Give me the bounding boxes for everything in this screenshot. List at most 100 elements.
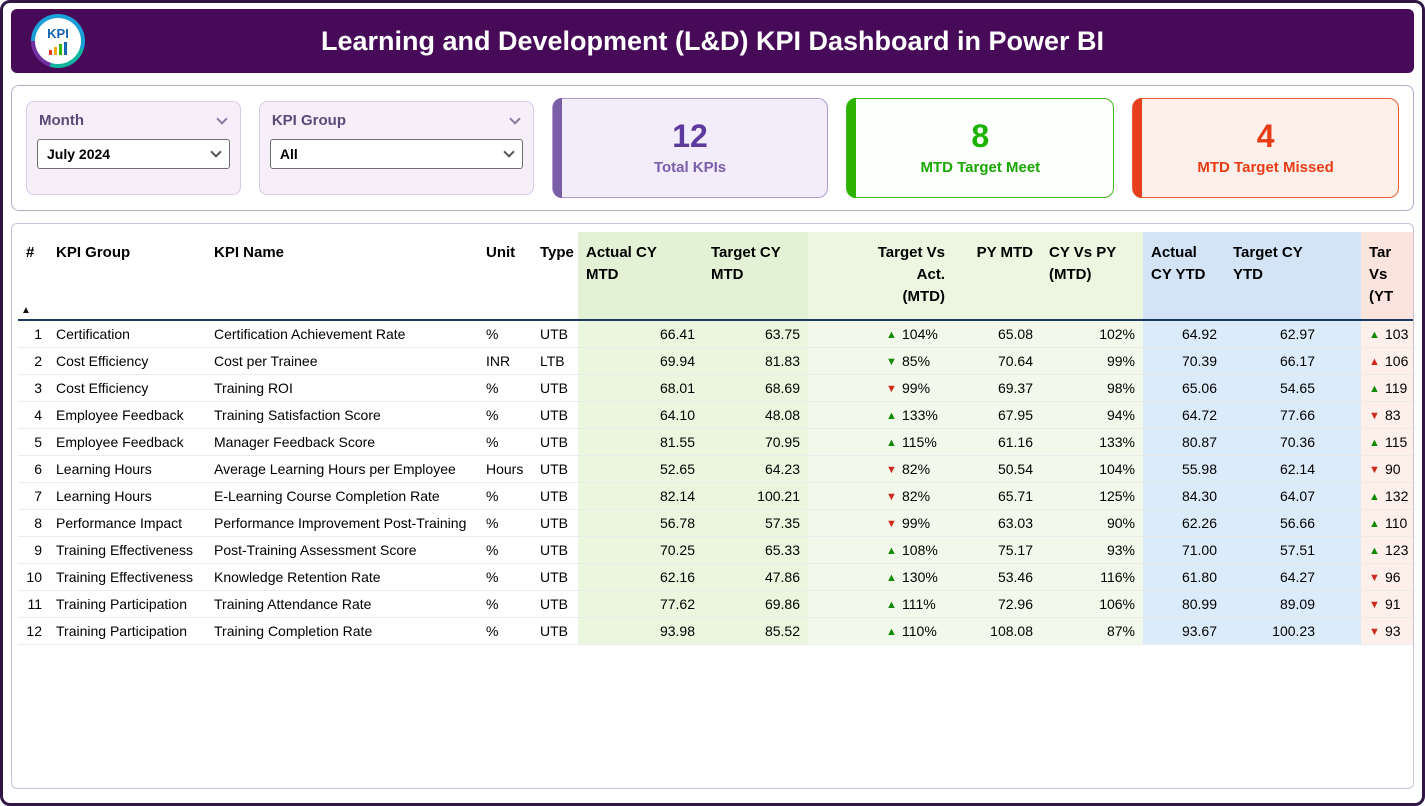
triangle-up-icon: ▲ bbox=[886, 436, 897, 449]
table-row[interactable]: 9 Training Effectiveness Post-Training Ass… bbox=[18, 536, 1413, 564]
cell-target_vs_act_mtd: ▼ 82% bbox=[808, 455, 953, 483]
indicator-value: 110 bbox=[1385, 514, 1408, 531]
cell-target_cy_ytd: 62.97 bbox=[1225, 320, 1361, 348]
cell-unit: % bbox=[478, 509, 532, 537]
cell-cy_vs_py_mtd: 90% bbox=[1041, 509, 1143, 537]
table-row[interactable]: 5 Employee Feedback Manager Feedback Score… bbox=[18, 428, 1413, 456]
kpi-data-table: # ▲ KPI Group KPI Name Unit Type Actual CY MTD… bbox=[18, 232, 1413, 645]
month-slicer-label: Month bbox=[39, 112, 84, 129]
total-kpis-card[interactable]: 12 Total KPIs bbox=[551, 98, 829, 198]
column-header-group[interactable]: KPI Group bbox=[48, 232, 206, 320]
cell-cy_vs_py_mtd: 125% bbox=[1041, 482, 1143, 510]
cell-target_vs_act_ytd: ▲ 106 bbox=[1361, 347, 1413, 375]
triangle-down-icon: ▼ bbox=[886, 490, 897, 503]
table-row[interactable]: 3 Cost Efficiency Training ROI% UTB 68.01 68.… bbox=[18, 374, 1413, 402]
cell-type: UTB bbox=[532, 455, 578, 483]
cell-unit: % bbox=[478, 320, 532, 348]
cell-actual_cy_ytd: 93.67 bbox=[1143, 617, 1225, 645]
kpi-group-dropdown[interactable]: All bbox=[269, 139, 523, 169]
triangle-up-icon: ▲ bbox=[1369, 355, 1380, 368]
indicator-value: 82% bbox=[902, 460, 931, 477]
triangle-up-icon: ▲ bbox=[1369, 328, 1380, 341]
cell-target_vs_act_mtd: ▼ 85% bbox=[808, 347, 953, 375]
cell-py_mtd: 69.37 bbox=[953, 374, 1041, 402]
column-header-type[interactable]: Type bbox=[532, 232, 578, 320]
cell-group: Learning Hours bbox=[48, 455, 206, 483]
triangle-down-icon: ▼ bbox=[1369, 571, 1380, 584]
cell-cy_vs_py_mtd: 99% bbox=[1041, 347, 1143, 375]
cell-cy_vs_py_mtd: 93% bbox=[1041, 536, 1143, 564]
indicator-value: 103 bbox=[1385, 325, 1409, 342]
table-row[interactable]: 7 Learning Hours E-Learning Course Complet… bbox=[18, 482, 1413, 510]
cell-target_vs_act_ytd: ▲ 110 bbox=[1361, 509, 1413, 537]
month-slicer-header[interactable]: Month bbox=[37, 110, 230, 139]
indicator-value: 108% bbox=[902, 541, 938, 558]
cell-type: UTB bbox=[532, 590, 578, 618]
table-row[interactable]: 6 Learning Hours Average Learning Hours pe… bbox=[18, 455, 1413, 483]
table-row[interactable]: 12 Training Participation Training Complet… bbox=[18, 617, 1413, 645]
month-dropdown[interactable]: July 2024 bbox=[37, 139, 230, 169]
column-header-actual_cy_mtd[interactable]: Actual CY MTD bbox=[578, 232, 703, 320]
table-row[interactable]: 8 Performance Impact Performance Improveme… bbox=[18, 509, 1413, 537]
cell-target_cy_mtd: 70.95 bbox=[703, 428, 808, 456]
kpi-group-slicer-label: KPI Group bbox=[271, 112, 347, 129]
cell-actual_cy_mtd: 93.98 bbox=[578, 617, 703, 645]
mtd-target-meet-card[interactable]: 8 MTD Target Meet bbox=[846, 98, 1115, 198]
triangle-up-icon: ▲ bbox=[886, 625, 897, 638]
title-bar: KPI Learning and Development (L&D) KPI D… bbox=[11, 9, 1414, 73]
cell-actual_cy_mtd: 77.62 bbox=[578, 590, 703, 618]
kpi-table-panel: # ▲ KPI Group KPI Name Unit Type Actual CY MTD… bbox=[11, 223, 1414, 789]
table-row[interactable]: 10 Training Effectiveness Knowledge Retent… bbox=[18, 563, 1413, 591]
cell-num: 9 bbox=[18, 536, 48, 564]
cell-name: Certification Achievement Rate bbox=[206, 320, 478, 348]
cell-target_cy_ytd: 62.14 bbox=[1225, 455, 1361, 483]
column-header-target_cy_mtd[interactable]: Target CY MTD bbox=[703, 232, 808, 320]
column-header-num[interactable]: # ▲ bbox=[18, 232, 48, 320]
indicator-value: 85% bbox=[902, 352, 931, 369]
column-header-actual_cy_ytd[interactable]: Actual CY YTD bbox=[1143, 232, 1225, 320]
month-dropdown-value: July 2024 bbox=[47, 146, 111, 162]
column-header-target_vs_act_mtd[interactable]: Target Vs Act. (MTD) bbox=[808, 232, 953, 320]
cell-unit: % bbox=[478, 536, 532, 564]
cell-target_vs_act_mtd: ▼ 99% bbox=[808, 374, 953, 402]
table-row[interactable]: 2 Cost Efficiency Cost per Trainee INR LTB 69… bbox=[18, 347, 1413, 375]
triangle-down-icon: ▼ bbox=[886, 517, 897, 530]
page-title: Learning and Development (L&D) KPI Dashb… bbox=[320, 25, 1105, 56]
cell-target_cy_ytd: 77.66 bbox=[1225, 401, 1361, 429]
column-header-target_vs_act_ytd[interactable]: Tar Vs (YT bbox=[1361, 232, 1413, 320]
kpi-group-slicer-header[interactable]: KPI Group bbox=[270, 110, 523, 139]
triangle-down-icon: ▼ bbox=[1369, 625, 1380, 638]
indicator-value: 83 bbox=[1385, 406, 1401, 423]
cell-target_vs_act_mtd: ▲ 115% bbox=[808, 428, 953, 456]
cell-target_cy_mtd: 64.23 bbox=[703, 455, 808, 483]
column-header-name[interactable]: KPI Name bbox=[206, 232, 478, 320]
column-header-cy_vs_py_mtd[interactable]: CY Vs PY (MTD) bbox=[1041, 232, 1143, 320]
cell-target_cy_ytd: 57.51 bbox=[1225, 536, 1361, 564]
mtd-target-missed-label: MTD Target Missed bbox=[1197, 159, 1334, 176]
table-row[interactable]: 1 Certification Certification Achievement … bbox=[18, 320, 1413, 348]
mtd-target-missed-card[interactable]: 4 MTD Target Missed bbox=[1132, 98, 1399, 198]
column-header-unit[interactable]: Unit bbox=[478, 232, 532, 320]
column-header-target_cy_ytd[interactable]: Target CY YTD bbox=[1225, 232, 1361, 320]
cell-py_mtd: 53.46 bbox=[953, 563, 1041, 591]
cell-unit: % bbox=[478, 590, 532, 618]
cell-target_cy_mtd: 48.08 bbox=[703, 401, 808, 429]
triangle-down-icon: ▼ bbox=[1369, 463, 1380, 476]
cell-actual_cy_ytd: 65.06 bbox=[1143, 374, 1225, 402]
table-row[interactable]: 11 Training Participation Training Attenda… bbox=[18, 590, 1413, 618]
table-row[interactable]: 4 Employee Feedback Training Satisfaction … bbox=[18, 401, 1413, 429]
column-header-py_mtd[interactable]: PY MTD bbox=[953, 232, 1041, 320]
cell-py_mtd: 61.16 bbox=[953, 428, 1041, 456]
indicator-value: 91 bbox=[1385, 595, 1401, 612]
cell-actual_cy_ytd: 84.30 bbox=[1143, 482, 1225, 510]
indicator-value: 115% bbox=[902, 433, 937, 450]
cell-target_vs_act_ytd: ▼ 91 bbox=[1361, 590, 1413, 618]
total-kpis-value: 12 bbox=[672, 118, 708, 154]
cell-type: UTB bbox=[532, 536, 578, 564]
cell-type: UTB bbox=[532, 320, 578, 348]
indicator-value: 104% bbox=[902, 325, 938, 342]
cell-type: UTB bbox=[532, 482, 578, 510]
table-header-row: # ▲ KPI Group KPI Name Unit Type Actual CY MTD… bbox=[18, 232, 1413, 320]
cell-num: 4 bbox=[18, 401, 48, 429]
cell-num: 12 bbox=[18, 617, 48, 645]
